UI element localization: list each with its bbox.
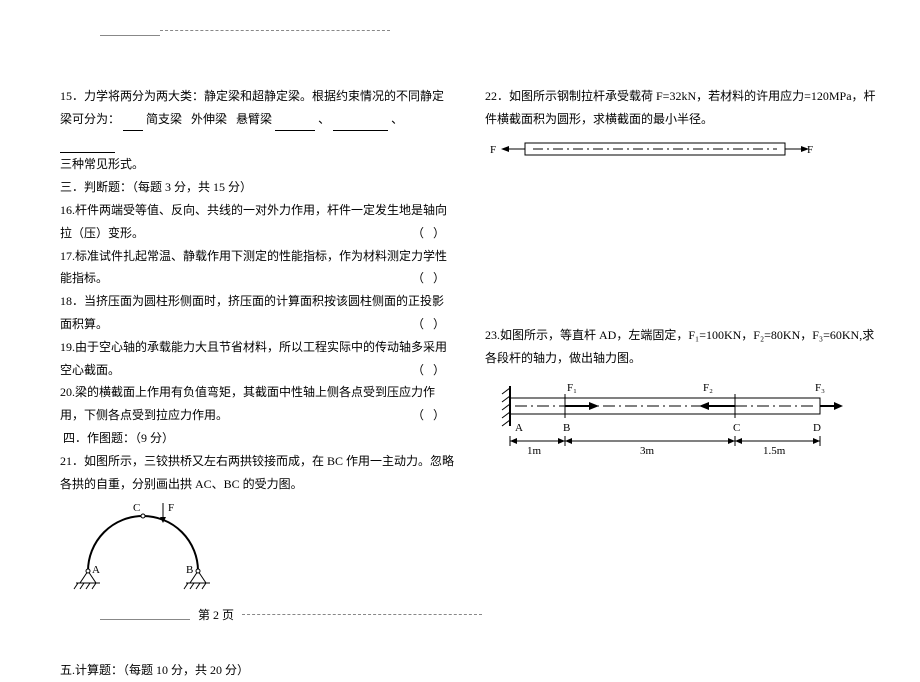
paren: （ ）	[412, 359, 445, 382]
figure-22: F F	[485, 137, 880, 175]
label-F1: F₁	[567, 382, 577, 394]
figure-21: C F A B	[68, 501, 455, 599]
q15-b3: 悬臂梁	[236, 112, 272, 126]
section4-title: 四．作图题：（9 分）	[60, 427, 455, 450]
bar23-svg: F₁ F₂ F₃ A B C D	[485, 376, 845, 461]
q15-b1: 简支梁	[146, 112, 182, 126]
two-columns: 15．力学将两分为两大类：静定梁和超静定梁。根据约束情况的不同静定梁可分为： 简…	[60, 85, 880, 682]
label-B: B	[186, 564, 193, 576]
page-footer: 第 2 页	[100, 606, 482, 623]
sep: 、	[318, 112, 330, 126]
q16-text: 16.杆件两端受等值、反向、共线的一对外力作用，杆件一定发生地是轴向拉（压）变形…	[60, 203, 447, 240]
sep: 、	[391, 112, 403, 126]
paren: （ ）	[412, 222, 445, 245]
q19: 19.由于空心轴的承载能力大且节省材料，所以工程实际中的传动轴多采用空心截面。 …	[60, 336, 455, 382]
left-column: 15．力学将两分为两大类：静定梁和超静定梁。根据约束情况的不同静定梁可分为： 简…	[60, 85, 455, 682]
q18: 18．当挤压面为圆柱形侧面时，挤压面的计算面积按该圆柱侧面的正投影面积算。 （ …	[60, 290, 455, 336]
q15-b2: 外伸梁	[191, 112, 227, 126]
label-F: F	[168, 502, 174, 514]
page-number: 第 2 页	[198, 606, 234, 623]
label-F3: F₃	[815, 382, 825, 394]
sec4-text: 四．作图题：（9 分）	[63, 431, 174, 445]
paren: （ ）	[412, 313, 445, 336]
section5-title: 五.计算题：（每题 10 分，共 20 分）	[60, 659, 455, 682]
header-dash	[160, 30, 390, 31]
figure-23: F₁ F₂ F₃ A B C D	[485, 376, 880, 469]
dim3: 1.5m	[763, 445, 786, 457]
dim1: 1m	[527, 445, 542, 457]
paren: （ ）	[412, 267, 445, 290]
q18-text: 18．当挤压面为圆柱形侧面时，挤压面的计算面积按该圆柱侧面的正投影面积算。	[60, 294, 444, 331]
blank	[60, 141, 115, 153]
label-D: D	[813, 422, 821, 434]
label-C: C	[133, 502, 140, 514]
header-underline	[100, 35, 160, 36]
q20-text: 20.梁的横截面上作用有负值弯矩，其截面中性轴上侧各点受到压应力作用，下侧各点受…	[60, 385, 435, 422]
bar22-svg: F F	[485, 137, 815, 167]
footer-dash	[242, 614, 482, 615]
label-B: B	[563, 422, 570, 434]
dim2: 3m	[640, 445, 655, 457]
label-A: A	[92, 564, 100, 576]
blank	[333, 119, 388, 131]
blank	[275, 119, 315, 131]
label-F2: F₂	[703, 382, 713, 394]
q22: 22．如图所示钢制拉杆承受载荷 F=32kN，若材料的许用应力=120MPa，杆…	[485, 85, 880, 131]
q21: 21．如图所示，三铰拱桥又左右两拱铰接而成，在 BC 作用一主动力。忽略各拱的自…	[60, 450, 455, 496]
q17-text: 17.标准试件扎起常温、静载作用下测定的性能指标，作为材料测定力学性能指标。	[60, 249, 447, 286]
footer-underline	[100, 610, 190, 620]
label-Fl: F	[490, 144, 496, 156]
q16: 16.杆件两端受等值、反向、共线的一对外力作用，杆件一定发生地是轴向拉（压）变形…	[60, 199, 455, 245]
q15-end: 三种常见形式。	[60, 157, 144, 171]
section3-title: 三．判断题：（每题 3 分，共 15 分）	[60, 176, 455, 199]
right-column: 22．如图所示钢制拉杆承受载荷 F=32kN，若材料的许用应力=120MPa，杆…	[485, 85, 880, 682]
spacer	[485, 174, 880, 324]
label-Fr: F	[807, 144, 813, 156]
paren: （ ）	[412, 404, 445, 427]
q19-text: 19.由于空心轴的承载能力大且节省材料，所以工程实际中的传动轴多采用空心截面。	[60, 340, 447, 377]
blank	[123, 119, 143, 131]
label-C: C	[733, 422, 740, 434]
q20: 20.梁的横截面上作用有负值弯矩，其截面中性轴上侧各点受到压应力作用，下侧各点受…	[60, 381, 455, 427]
q15: 15．力学将两分为两大类：静定梁和超静定梁。根据约束情况的不同静定梁可分为： 简…	[60, 85, 455, 176]
label-A: A	[515, 422, 523, 434]
arch-svg: C F A B	[68, 501, 218, 591]
q17: 17.标准试件扎起常温、静载作用下测定的性能指标，作为材料测定力学性能指标。 （…	[60, 245, 455, 291]
q23: 23.如图所示，等直杆 AD，左端固定，F₁=100KN，F₂=80KN，F₃=…	[485, 324, 880, 370]
